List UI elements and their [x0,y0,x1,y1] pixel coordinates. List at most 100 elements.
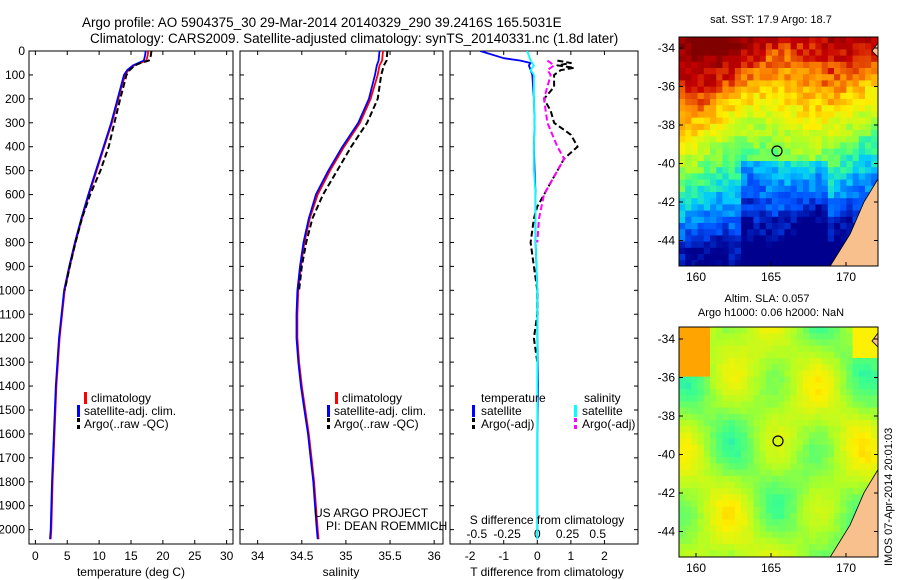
map-pixel [803,327,810,334]
map-pixel [722,544,729,551]
map-pixel [741,260,748,266]
map-pixel [809,142,816,149]
map-pixel [703,531,711,539]
map-pixel [734,223,742,230]
map-pixel [747,475,754,483]
map-pixel [697,68,705,75]
map-pixel [759,86,767,94]
map-pixel [858,61,866,69]
map-pixel [697,407,705,415]
map-pixel [778,444,785,452]
map-pixel [772,61,779,69]
map-pixel [834,469,841,477]
map-pixel [753,105,760,112]
map-pixel [679,136,686,143]
map-pixel [834,167,841,174]
map-pixel [790,111,798,118]
map-pixel [827,395,835,402]
map-pixel [858,68,866,75]
map-pixel [679,192,686,199]
map-pixel [722,254,729,261]
map-pixel [815,389,822,396]
map-pixel [722,117,729,125]
map-pixel [759,216,767,224]
map-pixel [734,247,742,255]
map-pixel [679,161,686,168]
map-pixel [710,432,717,439]
map-pixel [871,420,878,427]
map-pixel [834,426,841,433]
map-pixel [679,525,686,532]
map-pixel [691,389,698,396]
map-pixel [846,407,853,415]
map-pixel [716,55,723,63]
map-pixel [815,345,822,353]
map-pixel [741,43,748,50]
map-pixel [784,345,791,353]
map-pixel [728,235,736,242]
map-pixel [784,513,791,520]
depth-tick-label: 1600 [0,427,25,441]
map-pixel [803,426,810,433]
map-pixel [852,482,860,489]
map-pixel [747,550,754,557]
map-pixel [741,123,748,131]
map-pixel [834,345,841,353]
map-pixel [803,99,810,106]
map-pixel [840,198,847,205]
map-pixel [728,327,736,334]
map-pixel [753,482,760,489]
map-pixel [772,395,779,402]
map-pixel [790,550,798,557]
map-pixel [703,339,711,346]
map-pixel [846,444,853,452]
map-pixel [778,185,785,193]
map-pixel [827,92,835,100]
map-pixel [697,389,705,396]
map-pixel [846,500,853,508]
map-pixel [772,210,779,218]
map-pixel [741,488,748,495]
map-pixel [722,519,729,526]
map-pixel [679,99,686,106]
map-pixel [753,407,760,415]
map-pixel [790,432,798,439]
map-pixel [772,241,779,249]
map-pixel [821,537,829,545]
map-pixel [759,513,767,520]
map-pixel [821,506,829,514]
map-pixel [679,43,686,50]
map-pixel [697,142,705,149]
map-pixel [679,49,686,56]
map-pixel [759,136,767,143]
x-tick-label: 34 [251,549,265,563]
map-pixel [790,74,798,81]
map-pixel [846,432,853,439]
map-pixel [710,382,717,390]
map-pixel [784,247,791,255]
map-pixel [772,86,779,94]
map-pixel [790,247,798,255]
map-pixel [778,420,785,427]
map-pixel [765,154,773,162]
map-pixel [747,130,754,137]
map-pixel [790,117,798,125]
map-pixel [809,401,816,408]
map-pixel [815,451,822,458]
map-pixel [796,198,804,205]
map-pixel [728,123,736,131]
map-pixel [821,49,829,56]
map-pixel [728,358,736,365]
map-pixel [840,74,847,81]
map-pixel [834,370,841,377]
map-pixel [821,229,829,236]
map-pixel [827,254,835,261]
map-pixel [821,192,829,199]
map-pixel [747,192,754,199]
map-pixel [784,364,791,371]
map-pixel [846,457,853,464]
map-pixel [703,37,711,44]
map-pixel [710,407,717,415]
map-pixel [852,500,860,508]
map-pixel [703,550,711,557]
